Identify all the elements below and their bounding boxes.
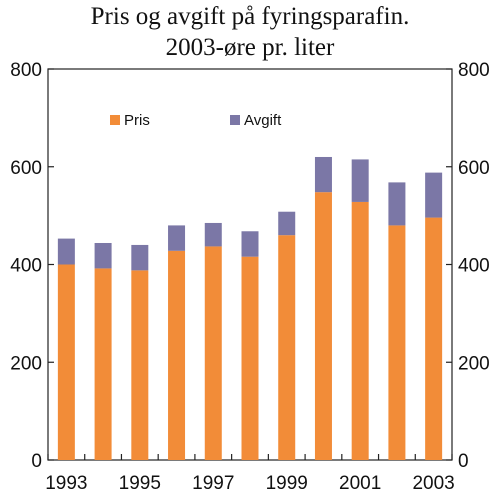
bar-avgift-1999 xyxy=(278,211,296,236)
bar-avgift-2000 xyxy=(314,156,332,193)
bar-pris-2000 xyxy=(314,192,332,461)
legend-swatch-pris xyxy=(110,115,120,125)
bar-pris-2003 xyxy=(425,217,443,460)
legend-label-pris: Pris xyxy=(124,112,150,129)
legend-label-avgift: Avgift xyxy=(244,112,282,129)
x-tick-label: 1993 xyxy=(45,473,87,494)
bar-avgift-2003 xyxy=(425,172,443,218)
y-tick-label-left: 400 xyxy=(10,256,42,277)
bar-pris-2001 xyxy=(351,201,369,460)
x-tick-label: 1995 xyxy=(119,473,161,494)
y-tick-label-right: 0 xyxy=(458,451,469,472)
bar-pris-1999 xyxy=(278,235,296,460)
bar-avgift-1996 xyxy=(168,225,186,251)
bar-pris-1993 xyxy=(57,264,75,460)
y-tick-label-right: 400 xyxy=(458,256,490,277)
y-tick-label-left: 600 xyxy=(10,158,42,179)
bar-pris-1994 xyxy=(94,268,112,460)
bar-avgift-1994 xyxy=(94,242,112,269)
x-tick-label: 2003 xyxy=(412,473,454,494)
bar-pris-2002 xyxy=(388,225,406,460)
x-tick-label: 1997 xyxy=(192,473,234,494)
y-tick-label-left: 200 xyxy=(10,353,42,374)
bar-avgift-1997 xyxy=(204,222,222,247)
bar-pris-1995 xyxy=(131,270,149,460)
y-tick-label-right: 200 xyxy=(458,353,490,374)
y-tick-label-left: 0 xyxy=(31,451,42,472)
chart-title: Pris og avgift på fyringsparafin. xyxy=(90,3,410,30)
bar-pris-1997 xyxy=(204,246,222,460)
bar-avgift-2002 xyxy=(388,182,406,226)
bar-avgift-1995 xyxy=(131,244,149,271)
x-tick-label: 2001 xyxy=(339,473,381,494)
x-tick-label: 1999 xyxy=(266,473,308,494)
bar-avgift-2001 xyxy=(351,159,369,202)
y-tick-label-left: 800 xyxy=(10,60,42,81)
bar-pris-1996 xyxy=(168,250,186,460)
chart-subtitle: 2003-øre pr. liter xyxy=(165,34,335,61)
bar-pris-1998 xyxy=(241,256,259,460)
bar-avgift-1998 xyxy=(241,231,259,257)
bar-avgift-1993 xyxy=(57,238,75,265)
y-tick-label-right: 800 xyxy=(458,60,490,81)
y-tick-label-right: 600 xyxy=(458,158,490,179)
legend-swatch-avgift xyxy=(230,115,240,125)
